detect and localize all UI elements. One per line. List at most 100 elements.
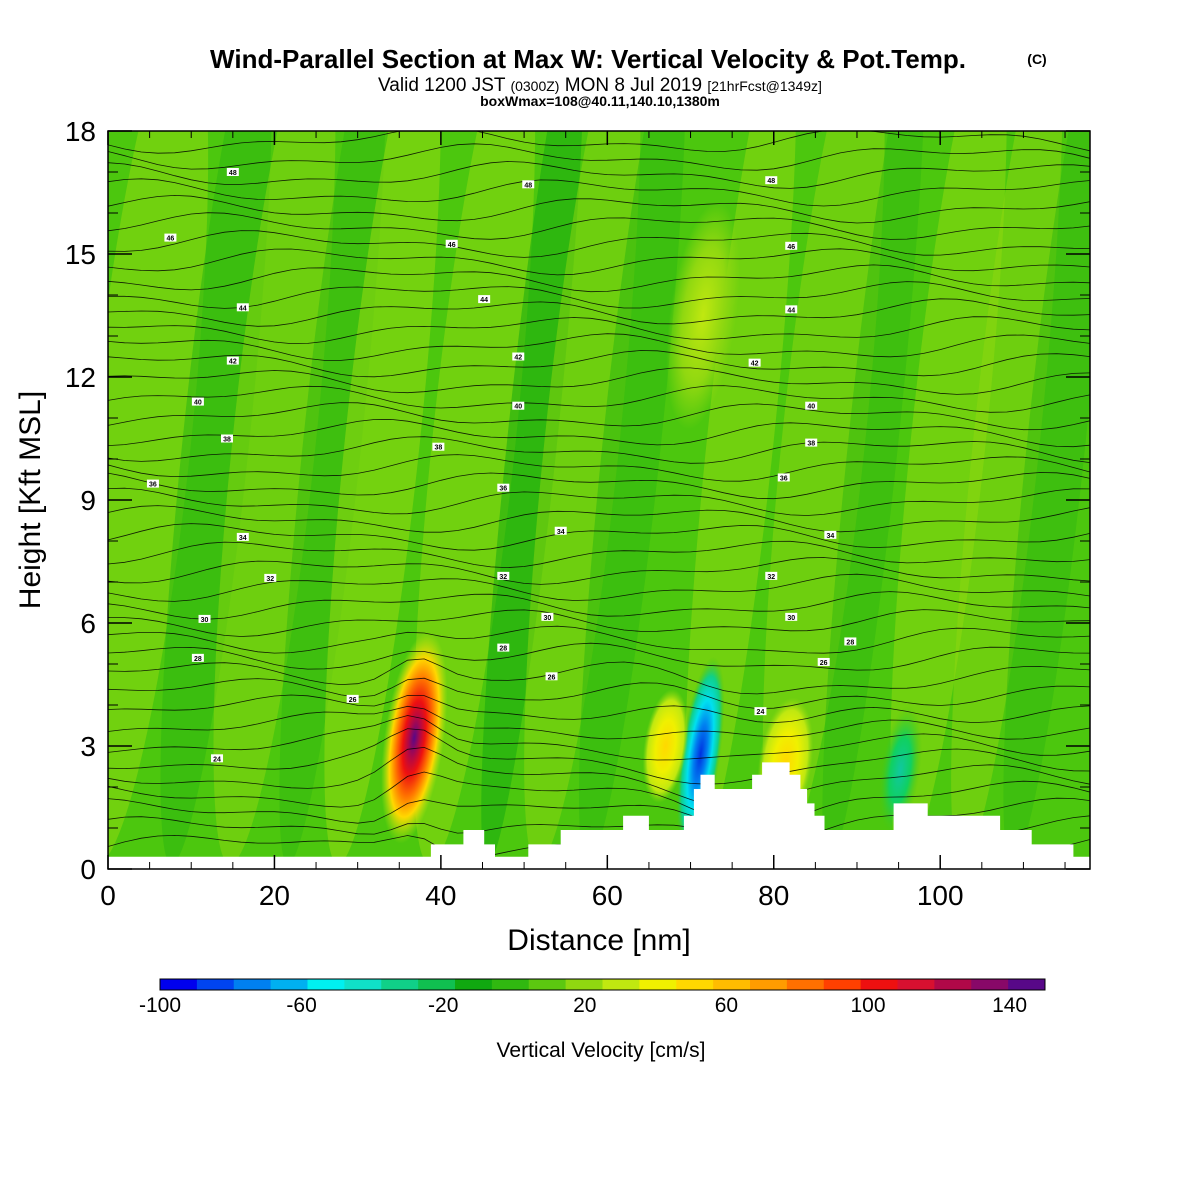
theta-label-box: [817, 657, 830, 666]
colorbar-swatch: [381, 979, 419, 990]
x-axis-label: Distance [nm]: [507, 924, 690, 957]
velocity-core: [878, 705, 923, 836]
theta-label: 38: [434, 445, 442, 452]
theta-label-box: [211, 754, 224, 763]
y-tick-label: 9: [80, 485, 96, 516]
theta-contour: [108, 573, 1090, 602]
theta-label: 46: [787, 244, 795, 251]
colorbar-swatch: [750, 979, 788, 990]
theta-contour: [108, 472, 1090, 500]
theta-label-box: [226, 168, 239, 176]
theta-label: 44: [480, 297, 488, 304]
colorbar-swatch: [823, 979, 862, 990]
theta-contour: [108, 385, 1090, 413]
theta-contour: [108, 625, 1090, 654]
theta-label: 42: [229, 359, 237, 366]
valid-time-utc: (0300Z): [510, 78, 559, 94]
colorbar-swatch: [897, 979, 935, 990]
theta-label-box: [748, 358, 761, 367]
theta-label: 40: [194, 400, 202, 407]
theta-contour: [108, 454, 1090, 482]
theta-label: 32: [499, 574, 507, 581]
colorbar-swatch: [418, 979, 456, 990]
theta-label: 30: [544, 615, 552, 622]
colorbar-swatch: [565, 979, 603, 990]
theta-label: 34: [239, 535, 247, 542]
y-tick-label: 18: [65, 116, 96, 147]
theta-contour: [108, 540, 1090, 569]
field-streak: [762, 131, 885, 865]
theta-contour: [108, 131, 1090, 154]
theta-contour: [108, 143, 1090, 171]
theta-contour: [108, 418, 1090, 448]
colorbar-swatch: [491, 979, 530, 990]
theta-contour: [108, 264, 1090, 293]
theta-label-box: [191, 397, 204, 406]
theta-contour: [108, 436, 1090, 464]
copyright-mark: (C): [1027, 51, 1046, 67]
theta-label: 24: [213, 756, 221, 763]
field-streak: [160, 131, 272, 865]
theta-label-box: [497, 643, 510, 652]
colorbar-swatch: [196, 979, 235, 990]
theta-label-box: [765, 571, 778, 580]
theta-label-box: [754, 707, 767, 716]
theta-label-box: [512, 352, 525, 361]
colorbar-swatch: [860, 979, 898, 990]
field-streak: [1003, 131, 1090, 865]
colorbar-swatch: [676, 979, 714, 990]
x-tick-label: 0: [100, 880, 116, 911]
box-wmax-subtitle: boxWmax=108@40.11,140.10,1380m: [480, 93, 720, 109]
x-tick-label: 20: [259, 880, 290, 911]
velocity-field: [108, 131, 1090, 865]
theta-contour: [108, 316, 1090, 345]
theta-label-box: [445, 239, 458, 248]
theta-contour: [108, 212, 1090, 240]
theta-label: 40: [514, 404, 522, 411]
theta-label: 34: [826, 533, 834, 540]
velocity-core: [676, 656, 725, 852]
theta-label: 42: [751, 361, 759, 368]
theta-label-box: [541, 612, 554, 621]
theta-contour: [108, 694, 1090, 724]
theta-contour: [108, 705, 1090, 740]
theta-label: 40: [807, 404, 815, 411]
theta-contour: [108, 557, 1090, 585]
theta-label: 38: [807, 441, 815, 448]
theta-label-box: [198, 614, 211, 623]
theta-label-box: [164, 233, 177, 242]
colorbar-swatch: [160, 979, 198, 990]
theta-label: 38: [223, 437, 231, 444]
theta-contour: [108, 715, 1090, 761]
valid-time-line: Valid 1200 JST (0300Z) MON 8 Jul 2019 [2…: [378, 75, 822, 96]
x-axis: 0 20 40 60 80 100: [100, 131, 1066, 911]
theta-label: 42: [514, 355, 522, 362]
theta-label-box: [146, 479, 159, 488]
theta-label-box: [777, 473, 790, 482]
field-streak: [279, 131, 386, 865]
colorbar-tick-label: 100: [850, 994, 885, 1017]
theta-contour: [108, 505, 1090, 533]
theta-label-box: [497, 483, 510, 492]
theta-contour: [108, 642, 1090, 671]
theta-label-box: [765, 176, 778, 185]
theta-label-box: [785, 305, 798, 314]
theta-contour: [108, 487, 1090, 516]
colorbar: -100 -60 -20 20 60 100 140: [139, 978, 1046, 1017]
theta-label: 36: [149, 482, 157, 489]
theta-label-box: [226, 356, 239, 365]
theta-contour: [108, 609, 1090, 637]
colorbar-swatch: [602, 979, 640, 990]
y-axis-label: Height [Kft MSL]: [14, 391, 47, 609]
theta-label-box: [545, 672, 558, 681]
forecast-run: [21hrFcst@1349z]: [707, 78, 822, 94]
colorbar-tick-label: -60: [286, 994, 316, 1017]
theta-contour: [108, 178, 1090, 207]
theta-contour: [108, 523, 1090, 551]
theta-label-box: [554, 526, 567, 535]
terrain-mask: [108, 762, 1090, 869]
theta-label-box: [432, 442, 445, 451]
theta-label-box: [805, 438, 818, 447]
